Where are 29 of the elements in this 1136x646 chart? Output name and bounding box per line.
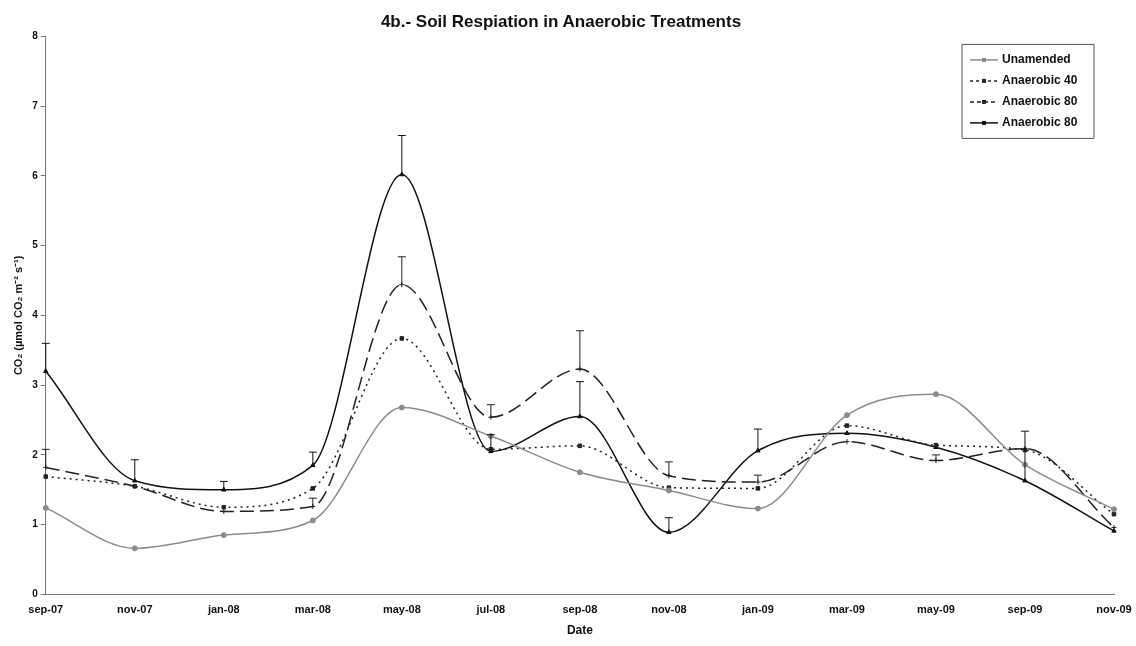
x-tick-label: sep-07	[28, 603, 64, 616]
legend-label: Anaerobic 80	[1002, 115, 1078, 130]
x-tick-label: mar-08	[294, 603, 331, 616]
legend-label: Anaerobic 40	[1002, 73, 1078, 88]
legend-label: Anaerobic 80	[1002, 94, 1078, 109]
x-tick-label: mar-09	[828, 603, 865, 616]
x-tick-label: jan-09	[741, 603, 774, 616]
x-tick-label: nov-09	[1096, 603, 1132, 616]
legend-label: Unamended	[1002, 52, 1071, 67]
y-tick-label: 6	[32, 169, 39, 181]
x-tick-label: nov-07	[117, 603, 153, 616]
x-tick-label: nov-08	[651, 603, 687, 616]
y-tick-label: 7	[32, 99, 39, 111]
x-tick-label: may-08	[382, 603, 421, 616]
x-tick-label: jan-08	[206, 603, 240, 616]
chart-title: 4b.- Soil Respiation in Anaerobic Treatments	[380, 11, 742, 31]
x-tick-label: jul-08	[475, 603, 506, 616]
y-tick-label: 3	[32, 378, 39, 390]
y-axis-title: CO₂ (µmol CO₂ m⁻² s⁻¹)	[11, 255, 24, 376]
x-tick-label: sep-09	[1007, 603, 1043, 616]
x-axis-title: Date	[566, 623, 594, 638]
x-tick-label: sep-08	[562, 603, 598, 616]
x-tick-label: may-09	[917, 603, 955, 616]
y-tick-label: 2	[32, 448, 39, 460]
y-tick-label: 8	[32, 30, 39, 42]
y-tick-label: 0	[32, 588, 39, 600]
y-tick-label: 5	[32, 239, 39, 251]
y-tick-label: 1	[32, 518, 39, 530]
y-tick-label: 4	[32, 309, 39, 321]
